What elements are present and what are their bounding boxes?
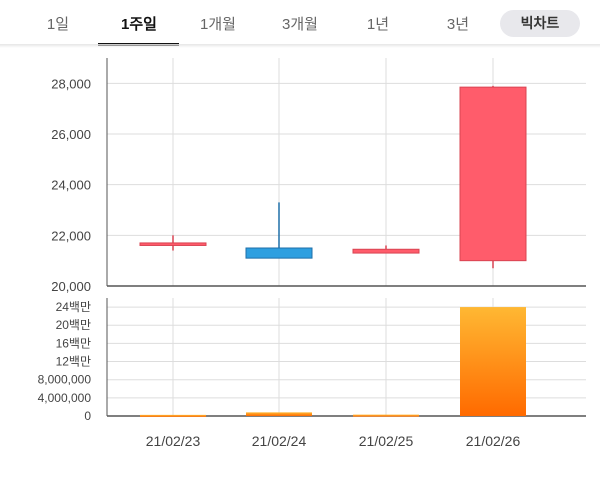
tab-3-year[interactable]: 3년 xyxy=(446,16,470,33)
candle-body-21/02/25 xyxy=(352,248,420,254)
volume-bar-21/02/26 xyxy=(460,307,526,416)
price-tick-label: 20,000 xyxy=(51,279,91,294)
volume-tick-label: 20백만 xyxy=(56,318,91,332)
volume-tick-label: 0 xyxy=(84,409,91,423)
tab-1-month[interactable]: 1개월 xyxy=(200,16,236,33)
volume-tick-label: 24백만 xyxy=(56,300,91,314)
price-tick-label: 24,000 xyxy=(51,178,91,193)
candle-body-21/02/23 xyxy=(139,242,207,246)
volume-tick-label: 4,000,000 xyxy=(38,391,92,405)
volume-bar-21/02/24 xyxy=(246,412,312,416)
tab-1-year[interactable]: 1년 xyxy=(366,16,390,33)
tab-3-month[interactable]: 3개월 xyxy=(282,16,318,33)
volume-tick-label: 8,000,000 xyxy=(38,373,92,387)
volume-bar-21/02/23 xyxy=(140,414,206,417)
tab-1-week[interactable]: 1주일 xyxy=(121,16,157,33)
tab-bar-shadow xyxy=(0,44,600,48)
price-tick-label: 26,000 xyxy=(51,127,91,142)
big-chart-button[interactable]: 빅차트 xyxy=(500,10,580,37)
x-tick-label: 21/02/23 xyxy=(146,433,201,449)
tab-1-day[interactable]: 1일 xyxy=(46,16,70,33)
x-tick-label: 21/02/25 xyxy=(359,433,414,449)
candle-body-21/02/24 xyxy=(245,247,313,259)
price-tick-label: 22,000 xyxy=(51,228,91,243)
price-tick-label: 28,000 xyxy=(51,76,91,91)
x-tick-label: 21/02/24 xyxy=(252,433,307,449)
volume-tick-label: 16백만 xyxy=(56,336,91,350)
period-tab-bar: 1일 1주일 1개월 3개월 1년 3년 빅차트 xyxy=(0,0,600,46)
candle-body-21/02/26 xyxy=(459,86,527,262)
volume-bar-21/02/25 xyxy=(353,414,419,417)
x-tick-label: 21/02/26 xyxy=(466,433,521,449)
volume-tick-label: 12백만 xyxy=(56,355,91,369)
